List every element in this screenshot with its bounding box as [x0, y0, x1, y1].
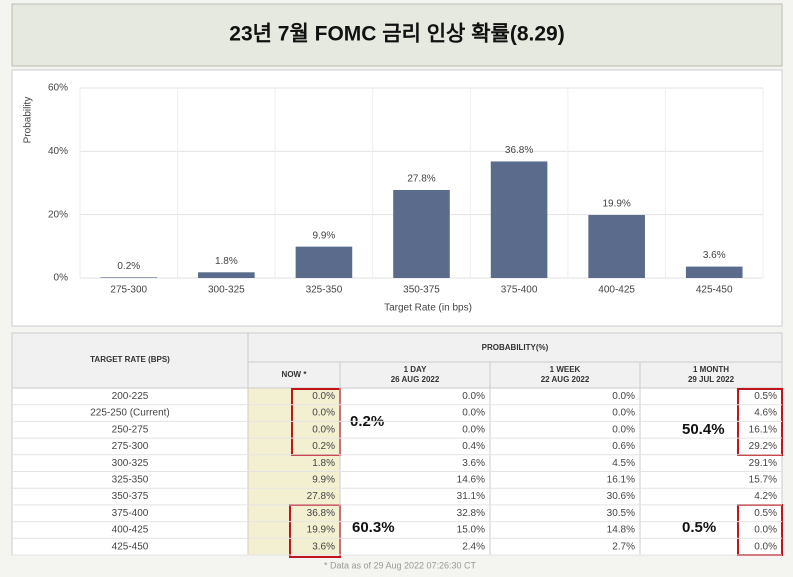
x-tick-label: 375-400: [501, 285, 538, 296]
cell: 4.5%: [612, 458, 635, 469]
column-date: 26 AUG 2022: [391, 375, 440, 384]
value-label: 1.8%: [215, 256, 238, 267]
bar: [393, 189, 450, 278]
row-label: 225-250 (Current): [90, 408, 169, 419]
cell: 15.7%: [749, 474, 777, 485]
y-tick-label: 40%: [48, 146, 68, 157]
column-date: 22 AUG 2022: [541, 375, 590, 384]
cell: 27.8%: [307, 491, 335, 502]
title-box: [11, 3, 783, 67]
value-label: 9.9%: [313, 230, 336, 241]
cell: 29.1%: [749, 458, 777, 469]
y-tick-label: 60%: [48, 83, 68, 94]
cell: 2.7%: [612, 541, 635, 552]
cell: 0.0%: [312, 408, 335, 419]
x-tick-label: 325-350: [306, 285, 343, 296]
row-label: 375-400: [112, 508, 149, 519]
cell: 4.2%: [754, 491, 777, 502]
cell: 0.0%: [754, 541, 777, 552]
cell: 31.1%: [457, 491, 485, 502]
cell: 3.6%: [312, 541, 335, 552]
y-tick-label: 0%: [54, 273, 69, 284]
cell: 0.0%: [612, 408, 635, 419]
row-label: 400-425: [112, 525, 149, 536]
cell: 14.8%: [607, 525, 635, 536]
row-label: 200-225: [112, 391, 149, 402]
cell: 30.6%: [607, 491, 635, 502]
column-header: 1 MONTH: [693, 365, 729, 374]
cell: 32.8%: [457, 508, 485, 519]
cell: 0.0%: [462, 391, 485, 402]
column-header: 1 WEEK: [550, 365, 581, 374]
bar: [588, 214, 645, 278]
bar: [490, 161, 548, 278]
table-header-bg: [11, 332, 783, 389]
cell: 14.6%: [457, 474, 485, 485]
value-label: 19.9%: [602, 199, 630, 210]
row-label: 325-350: [112, 474, 149, 485]
cell: 15.0%: [457, 525, 485, 536]
cell: 0.0%: [754, 525, 777, 536]
x-tick-label: 400-425: [598, 285, 635, 296]
cell: 0.0%: [612, 424, 635, 435]
row-label: 350-375: [112, 491, 149, 502]
footnote: * Data as of 29 Aug 2022 07:26:30 CT: [324, 560, 477, 570]
row-label: 425-450: [112, 541, 149, 552]
bar: [295, 246, 353, 278]
y-axis-label: Probability: [23, 97, 34, 144]
group-header: PROBABILITY(%): [482, 343, 549, 352]
cell: 0.6%: [612, 441, 635, 452]
annotation: 0.5%: [682, 519, 716, 536]
bar: [100, 277, 158, 278]
column-header: NOW *: [282, 370, 308, 379]
cell: 29.2%: [749, 441, 777, 452]
cell: 0.0%: [462, 424, 485, 435]
column-header: 1 DAY: [404, 365, 427, 374]
cell: 30.5%: [607, 508, 635, 519]
row-label: 250-275: [112, 424, 149, 435]
y-tick-label: 20%: [48, 209, 68, 220]
value-label: 36.8%: [505, 145, 533, 156]
cell: 0.5%: [754, 391, 777, 402]
cell: 19.9%: [307, 525, 335, 536]
bar: [198, 272, 255, 278]
x-axis-label: Target Rate (in bps): [384, 303, 472, 314]
cell: 0.4%: [462, 441, 485, 452]
cell: 3.6%: [462, 458, 485, 469]
cell: 9.9%: [312, 474, 335, 485]
cell: 0.0%: [612, 391, 635, 402]
annotation: 50.4%: [682, 421, 725, 438]
x-tick-label: 275-300: [110, 285, 147, 296]
cell: 0.0%: [312, 391, 335, 402]
x-tick-label: 300-325: [208, 285, 245, 296]
cell: 0.5%: [754, 508, 777, 519]
cell: 1.8%: [312, 458, 335, 469]
value-label: 0.2%: [117, 261, 140, 272]
cell: 16.1%: [607, 474, 635, 485]
x-tick-label: 425-450: [696, 285, 733, 296]
page-title: 23년 7월 FOMC 금리 인상 확률(8.29): [229, 23, 564, 46]
cell: 4.6%: [754, 408, 777, 419]
row-header: TARGET RATE (BPS): [90, 355, 170, 364]
bar: [685, 266, 743, 278]
cell: 0.0%: [462, 408, 485, 419]
row-label: 275-300: [112, 441, 149, 452]
cell: 36.8%: [307, 508, 335, 519]
column-date: 29 JUL 2022: [688, 375, 735, 384]
value-label: 27.8%: [407, 174, 435, 185]
row-label: 300-325: [112, 458, 149, 469]
value-label: 3.6%: [703, 250, 726, 261]
cell: 2.4%: [462, 541, 485, 552]
cell: 16.1%: [749, 424, 777, 435]
annotation: 60.3%: [352, 519, 395, 536]
x-tick-label: 350-375: [403, 285, 440, 296]
cell: 0.0%: [312, 424, 335, 435]
cell: 0.2%: [312, 441, 335, 452]
